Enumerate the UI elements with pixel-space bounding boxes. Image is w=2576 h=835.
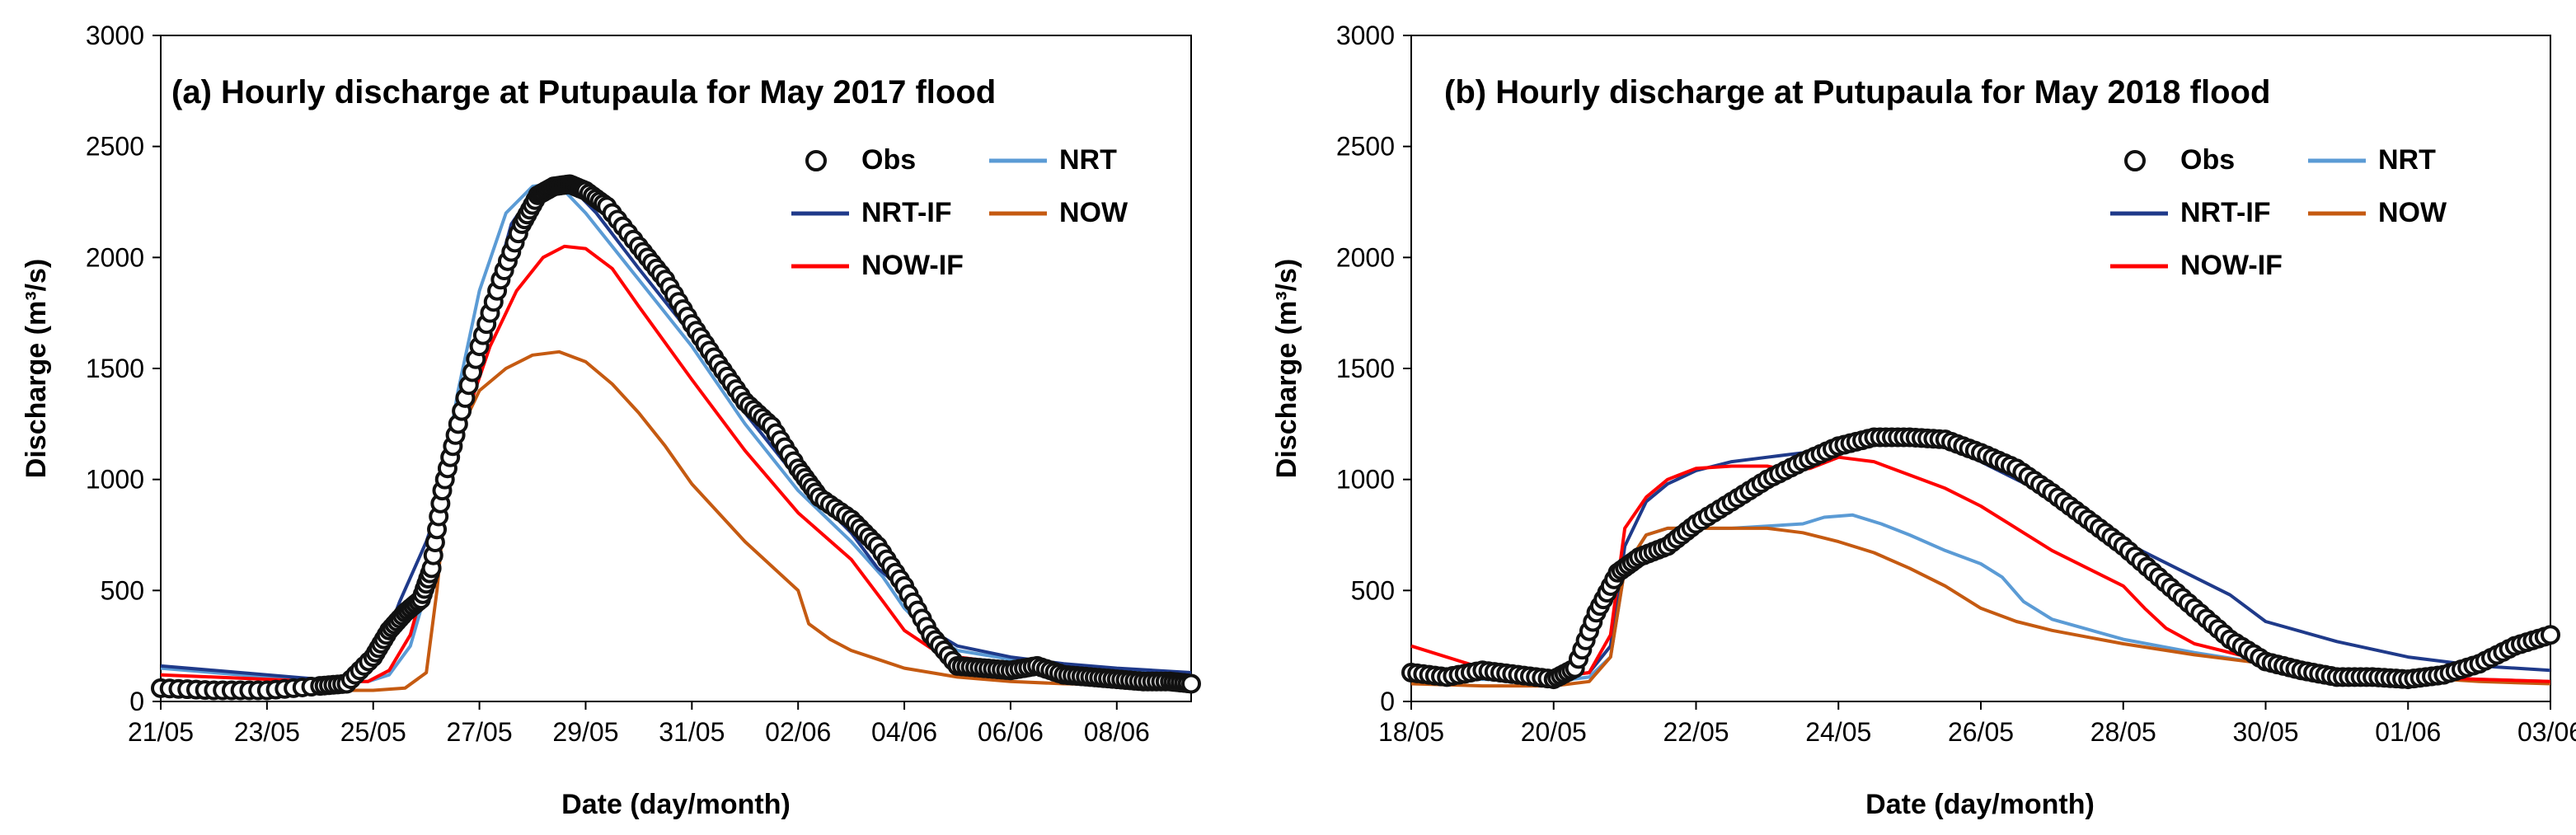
y-tick-label: 0 [1380, 687, 1395, 716]
legend-label: NOW-IF [861, 250, 964, 281]
x-tick-label: 03/06 [2517, 717, 2576, 747]
x-tick-label: 24/05 [1805, 717, 1871, 747]
x-tick-label: 01/06 [2375, 717, 2441, 747]
y-tick-label: 2000 [1336, 242, 1395, 272]
y-tick-label: 0 [129, 687, 144, 716]
x-tick-label: 25/05 [340, 717, 406, 747]
x-tick-label: 02/06 [765, 717, 831, 747]
obs-point [2541, 625, 2560, 645]
legend-label: NRT-IF [2180, 197, 2271, 228]
legend-swatch-obs [2124, 150, 2146, 171]
series-line-now [160, 349, 1192, 692]
x-tick-label: 30/05 [2232, 717, 2298, 747]
axis-ticks: 0 500 1000 1500 2000 2500 3000 18/05 20/05 22/05 2… [1336, 21, 2576, 747]
x-tick-label: 26/05 [1948, 717, 2014, 747]
chart-title: (b) Hourly discharge at Putupaula for Ma… [1444, 74, 2270, 110]
series-line-now-if [1410, 455, 2551, 683]
x-tick-label: 18/05 [1378, 717, 1444, 747]
plot-area-frame [160, 35, 1192, 702]
y-tick-label: 1500 [1336, 354, 1395, 383]
x-tick-label: 27/05 [447, 717, 513, 747]
series-obs [151, 174, 1201, 701]
y-axis-label: Discharge (m³/s) [21, 259, 52, 478]
chart-panel-b: (b) Hourly discharge at Putupaula for Ma… [1271, 21, 2576, 820]
chart-title: (a) Hourly discharge at Putupaula for Ma… [171, 74, 996, 110]
y-tick-label: 1500 [86, 354, 144, 383]
legend-label: NRT [1059, 144, 1117, 176]
y-tick-label: 500 [1351, 575, 1395, 605]
legend-label: NRT-IF [861, 197, 952, 228]
legend-swatch-obs [805, 150, 827, 171]
x-tick-label: 08/06 [1084, 717, 1150, 747]
y-tick-label: 1000 [86, 465, 144, 495]
y-tick-label: 3000 [86, 21, 144, 50]
y-axis-label: Discharge (m³/s) [1271, 259, 1302, 478]
x-tick-label: 04/06 [871, 717, 937, 747]
legend-label: NOW [2378, 197, 2447, 228]
x-tick-label: 21/05 [128, 717, 194, 747]
axis-ticks: 0 500 1000 1500 2000 2500 3000 21/05 23/05 25/05 2… [86, 21, 1150, 747]
x-tick-label: 06/06 [978, 717, 1044, 747]
x-tick-label: 31/05 [659, 717, 725, 747]
legend: Obs NRT NRT-IF NOW NOW-IF [2110, 144, 2447, 281]
x-tick-label: 29/05 [552, 717, 618, 747]
legend-label: NOW-IF [2180, 250, 2283, 281]
series-obs [1401, 427, 2560, 690]
obs-point [1181, 673, 1201, 694]
y-tick-label: 2000 [86, 242, 144, 272]
x-tick-label: 28/05 [2090, 717, 2156, 747]
legend: Obs NRT NRT-IF NOW NOW-IF [791, 144, 1128, 281]
y-tick-label: 500 [101, 575, 144, 605]
x-tick-label: 22/05 [1663, 717, 1729, 747]
y-tick-label: 1000 [1336, 465, 1395, 495]
y-tick-label: 3000 [1336, 21, 1395, 50]
legend-label: NRT [2378, 144, 2436, 176]
y-tick-label: 2500 [86, 132, 144, 162]
x-axis-label: Date (day/month) [1865, 789, 2095, 820]
series-lines [1401, 427, 2560, 690]
x-tick-label: 23/05 [234, 717, 300, 747]
x-tick-label: 20/05 [1521, 717, 1587, 747]
x-axis-label: Date (day/month) [561, 789, 791, 820]
plot-area-frame [1410, 35, 2551, 702]
chart-panel-a: (a) Hourly discharge at Putupaula for Ma… [21, 21, 1201, 820]
legend-label: NOW [1059, 197, 1128, 228]
legend-label: Obs [2180, 144, 2235, 176]
y-tick-label: 2500 [1336, 132, 1395, 162]
legend-label: Obs [861, 144, 916, 176]
series-lines [151, 174, 1201, 701]
